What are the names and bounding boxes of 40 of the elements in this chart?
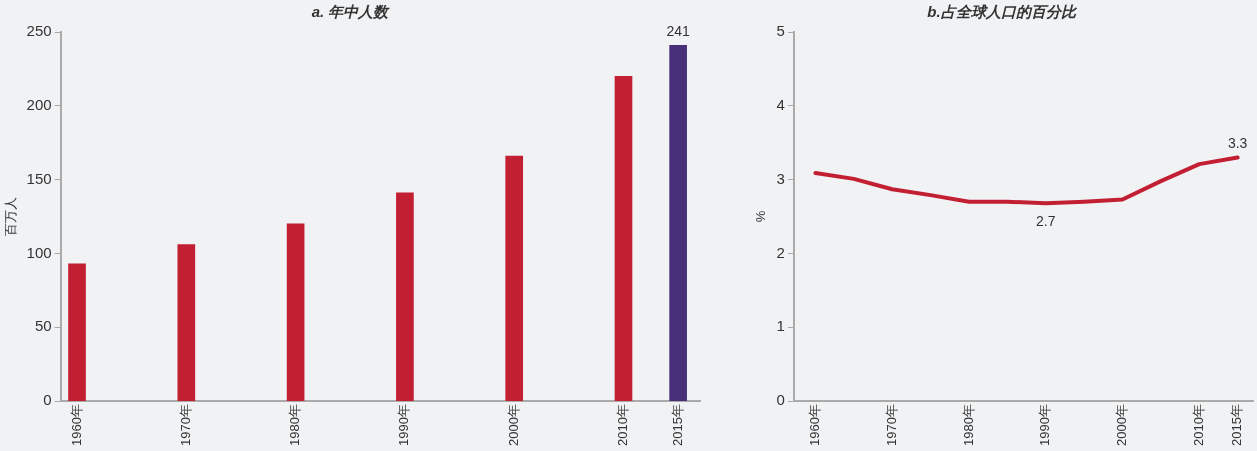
x-tick-label: 2000年 xyxy=(1114,404,1130,446)
x-tick-label: 1960年 xyxy=(68,404,84,446)
y-tick-label: 4 xyxy=(776,95,785,113)
y-tick-label: 200 xyxy=(26,95,52,113)
bar xyxy=(286,223,305,401)
y-tick-label: 50 xyxy=(34,317,52,335)
x-tick-label: 2010年 xyxy=(1190,404,1206,446)
x-tick-label: 2000年 xyxy=(505,404,521,446)
y-tick-label: 0 xyxy=(43,391,52,409)
bar xyxy=(669,44,687,401)
data-label: 2.7 xyxy=(1036,213,1056,230)
y-tick-label: 2 xyxy=(776,243,785,261)
data-label: 241 xyxy=(666,23,691,40)
x-tick-label: 1990年 xyxy=(1037,404,1053,446)
bar xyxy=(614,75,633,401)
y-tick-label: 3 xyxy=(776,169,785,187)
y-tick-label: 5 xyxy=(776,22,785,40)
x-tick-label: 2015年 xyxy=(669,404,685,446)
bar xyxy=(396,192,414,401)
data-label: 3.3 xyxy=(1227,135,1248,152)
x-tick-label: 1980年 xyxy=(960,404,976,446)
y-tick-label: 0 xyxy=(776,391,785,409)
x-tick-label: 2015年 xyxy=(1229,404,1245,446)
y-tick-label: 150 xyxy=(26,169,52,187)
y-axis-title: 百万人 xyxy=(3,197,19,237)
y-tick-label: 250 xyxy=(26,22,52,40)
chart-title: a. 年中人数 xyxy=(311,3,391,21)
bar xyxy=(68,263,86,401)
x-tick-label: 2010年 xyxy=(615,404,631,446)
y-tick-label: 1 xyxy=(776,317,785,335)
x-tick-label: 1970年 xyxy=(177,404,193,446)
x-tick-label: 1960年 xyxy=(807,404,823,446)
x-tick-label: 1990年 xyxy=(396,404,412,446)
bar xyxy=(177,244,196,401)
y-tick-label: 100 xyxy=(26,243,52,261)
x-tick-label: 1980年 xyxy=(287,404,303,446)
bar xyxy=(505,155,524,401)
y-axis-title: % xyxy=(753,210,769,223)
chart-title: b.占全球人口的百分比 xyxy=(927,3,1078,21)
x-tick-label: 1970年 xyxy=(883,404,899,446)
